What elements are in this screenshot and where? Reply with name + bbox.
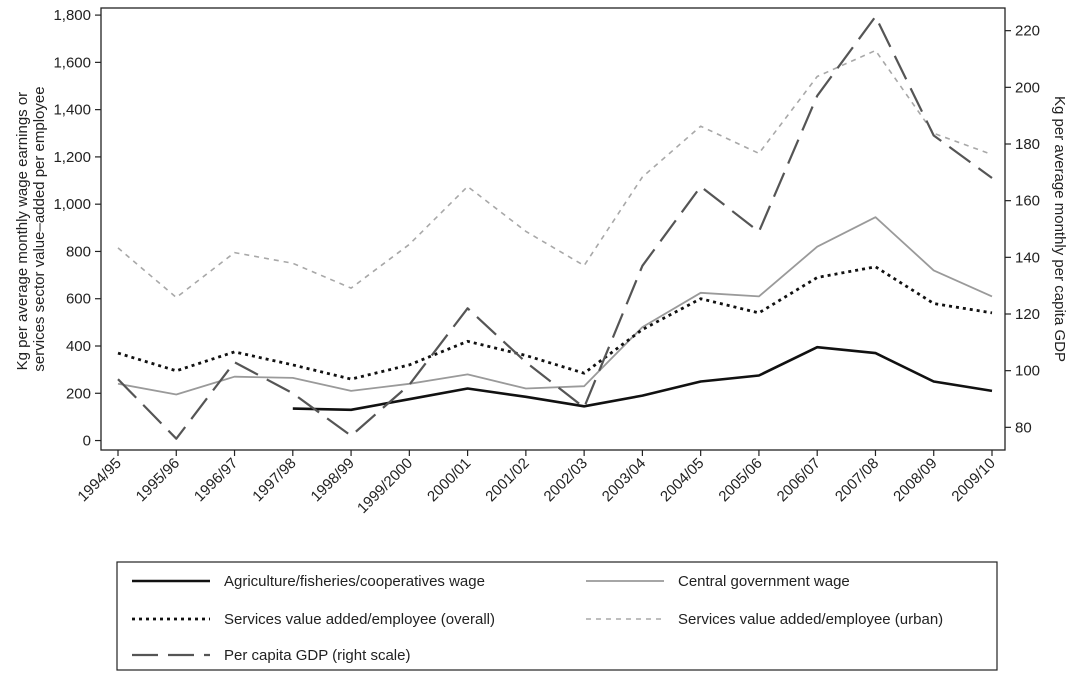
left-y-axis: 0 200 400 600 800 1,000 1,200 1,400 1,600 1,800 xyxy=(53,7,101,450)
plot-frame xyxy=(100,7,1006,451)
x-tick-label: 1997/98 xyxy=(249,455,299,505)
series-line-4 xyxy=(117,49,993,299)
legend-label-2: Central government wage xyxy=(678,573,850,590)
x-axis: 1994/95 1995/96 1996/97 1997/98 1998/991999/… xyxy=(74,450,999,517)
right-y-tick-label: 180 xyxy=(1015,136,1040,153)
legend-label-3: Services value added/employee (overall) xyxy=(224,611,495,628)
x-tick-label: 2008/09 xyxy=(890,455,940,505)
left-y-tick-label: 1,600 xyxy=(53,54,91,71)
left-y-tick-label: 1,200 xyxy=(53,149,91,166)
x-tick-label: 2005/06 xyxy=(715,455,765,505)
left-axis-title: Kg per average monthly wage earnings or … xyxy=(14,86,48,371)
x-tick-label: 1995/96 xyxy=(133,455,183,505)
plot-border xyxy=(100,7,1006,451)
series-layer xyxy=(117,15,993,440)
right-y-tick-label: 160 xyxy=(1015,193,1040,210)
left-axis-title-line-1: Kg per average monthly wage earnings or xyxy=(14,92,31,371)
x-tick-label: 1994/95 xyxy=(74,455,124,505)
x-tick-label: 2001/02 xyxy=(482,455,532,505)
x-tick-label: 2004/05 xyxy=(657,455,707,505)
left-y-tick-label: 1,000 xyxy=(53,196,91,213)
legend: Agriculture/fisheries/cooperatives wage C… xyxy=(116,561,998,671)
right-axis-title: Kg per average monthly per capita GDP xyxy=(1051,96,1068,362)
series-line-3 xyxy=(117,265,993,381)
x-tick-label: 2009/10 xyxy=(948,455,998,505)
legend-box xyxy=(116,561,998,671)
right-y-tick-label: 140 xyxy=(1015,249,1040,266)
left-y-tick-label: 800 xyxy=(66,243,91,260)
left-y-tick-label: 0 xyxy=(83,433,91,450)
left-y-tick-label: 600 xyxy=(66,291,91,308)
right-y-tick-label: 200 xyxy=(1015,79,1040,96)
legend-label-4: Services value added/employee (urban) xyxy=(678,611,943,628)
legend-label-5: Per capita GDP (right scale) xyxy=(224,647,410,664)
left-y-tick-label: 200 xyxy=(66,385,91,402)
legend-label-1: Agriculture/fisheries/cooperatives wage xyxy=(224,573,485,590)
right-y-tick-label: 100 xyxy=(1015,363,1040,380)
left-y-tick-label: 1,800 xyxy=(53,7,91,24)
x-tick-label: 2003/04 xyxy=(599,455,649,505)
x-tick-label: 2002/03 xyxy=(541,455,591,505)
right-y-tick-label: 80 xyxy=(1015,419,1032,436)
series-line-1 xyxy=(292,345,993,412)
x-tick-label: 1998/99 xyxy=(308,455,358,505)
series-line-5 xyxy=(117,15,993,440)
x-tick-label: 1999/2000 xyxy=(354,455,416,517)
x-tick-label: 2000/01 xyxy=(424,455,474,505)
right-y-tick-label: 120 xyxy=(1015,306,1040,323)
left-y-tick-label: 400 xyxy=(66,338,91,355)
x-tick-label: 2007/08 xyxy=(832,455,882,505)
right-y-axis: 80 100 120 140 160 180 200 220 xyxy=(1005,23,1040,436)
left-axis-title-line-2: services sector value–added per employee xyxy=(31,86,48,371)
left-y-tick-label: 1,400 xyxy=(53,102,91,119)
right-y-tick-label: 220 xyxy=(1015,23,1040,40)
x-tick-label: 1996/97 xyxy=(191,455,241,505)
series-line-2 xyxy=(117,216,993,396)
x-tick-label: 2006/07 xyxy=(774,455,824,505)
